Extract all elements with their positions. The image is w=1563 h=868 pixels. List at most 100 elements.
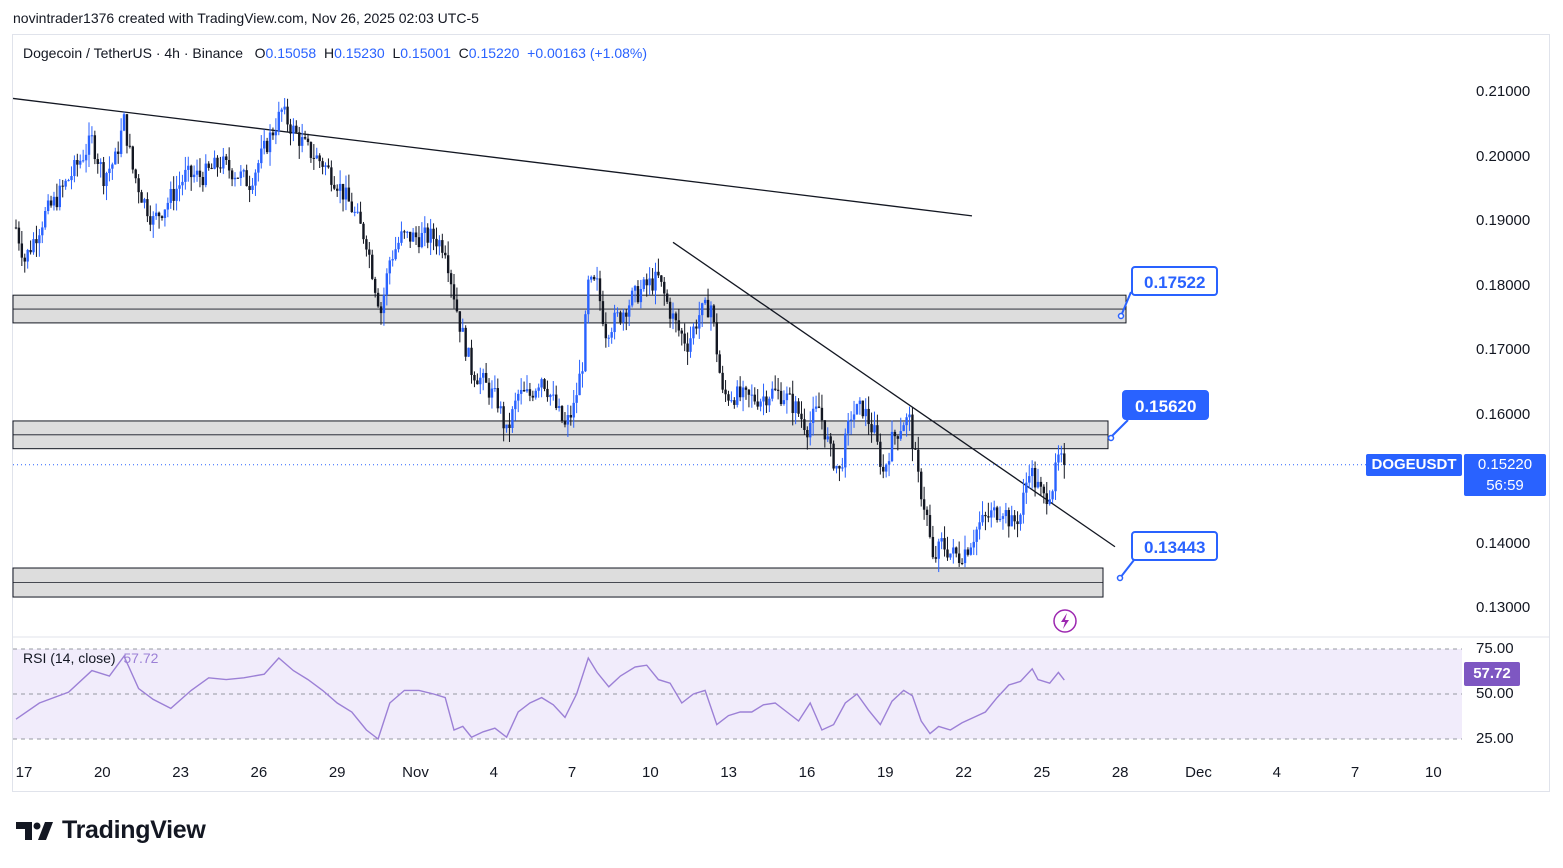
candle-body bbox=[225, 156, 228, 161]
candle-body bbox=[750, 394, 754, 396]
candle-body bbox=[201, 177, 205, 186]
close-label: C bbox=[458, 45, 469, 61]
candle-body bbox=[487, 382, 491, 398]
time-tick-label: 4 bbox=[1272, 764, 1281, 781]
price-tick-label: 0.21000 bbox=[1476, 83, 1531, 100]
high-label: H bbox=[323, 45, 335, 61]
candle-body bbox=[14, 227, 18, 229]
candle-body bbox=[49, 200, 53, 206]
candle-body bbox=[479, 377, 482, 385]
candle-body bbox=[703, 299, 707, 304]
candle-body bbox=[584, 314, 587, 372]
bar-countdown: 56:59 bbox=[1486, 477, 1524, 494]
candle-body bbox=[38, 235, 41, 244]
candle-body bbox=[876, 425, 879, 442]
rsi-tick-label: 25.00 bbox=[1476, 730, 1514, 747]
candle-body bbox=[633, 286, 637, 291]
candle-body bbox=[61, 185, 64, 187]
callout-lower[interactable]: 0.13443 bbox=[1131, 531, 1219, 561]
rsi-label[interactable]: RSI (14, close) bbox=[23, 650, 116, 666]
candle-body bbox=[169, 188, 172, 203]
candle-body bbox=[774, 388, 777, 390]
candle-body bbox=[286, 106, 289, 125]
candle-body bbox=[1039, 481, 1043, 487]
time-tick-label: 23 bbox=[172, 764, 189, 781]
candle-body bbox=[67, 180, 70, 182]
candle-body bbox=[741, 387, 745, 398]
candle-body bbox=[1054, 462, 1057, 492]
candle-body bbox=[1036, 481, 1040, 488]
candle-body bbox=[911, 414, 914, 449]
candle-body bbox=[298, 132, 301, 146]
candle-body bbox=[143, 199, 146, 203]
candle-body bbox=[1007, 510, 1010, 527]
candle-body bbox=[432, 228, 435, 239]
candle-body bbox=[449, 273, 453, 285]
candle-body bbox=[803, 419, 806, 430]
candle-body bbox=[496, 388, 499, 409]
candle-body bbox=[330, 167, 333, 185]
time-tick-label: Nov bbox=[402, 764, 429, 781]
candle-body bbox=[581, 371, 584, 374]
candle-body bbox=[347, 187, 351, 202]
candle-body bbox=[882, 466, 885, 472]
candle-body bbox=[58, 185, 61, 208]
candle-body bbox=[382, 294, 386, 314]
candle-body bbox=[146, 199, 149, 217]
candle-body bbox=[590, 276, 593, 280]
candle-body bbox=[995, 507, 999, 520]
candle-body bbox=[368, 249, 371, 255]
candle-body bbox=[698, 315, 701, 329]
candle-body bbox=[1010, 515, 1013, 527]
candle-body bbox=[955, 547, 958, 554]
callout-middle[interactable]: 0.15620 bbox=[1122, 390, 1210, 420]
candle-body bbox=[557, 406, 561, 409]
candle-body bbox=[236, 177, 240, 179]
candle-body bbox=[289, 124, 292, 134]
tradingview-logo-icon bbox=[16, 821, 53, 840]
candle-body bbox=[114, 151, 117, 165]
tradingview-logo[interactable]: TradingView bbox=[16, 816, 206, 845]
candle-body bbox=[403, 231, 406, 233]
candle-body bbox=[727, 394, 730, 401]
candle-body bbox=[1016, 521, 1019, 525]
candle-body bbox=[607, 337, 610, 339]
price-tick-label: 0.13000 bbox=[1476, 599, 1531, 616]
candle-body bbox=[134, 169, 137, 179]
trendlines[interactable] bbox=[12, 97, 1462, 548]
candle-body bbox=[452, 284, 456, 300]
candle-body bbox=[233, 177, 237, 180]
candle-body bbox=[931, 536, 935, 558]
candle-body bbox=[400, 231, 403, 243]
candle-body bbox=[128, 145, 132, 147]
candle-body bbox=[914, 448, 917, 450]
candle-body bbox=[274, 131, 278, 136]
price-tick-label: 0.18000 bbox=[1476, 276, 1531, 294]
time-tick-label: 25 bbox=[1033, 764, 1051, 781]
candle-body bbox=[260, 148, 263, 164]
candle-body bbox=[417, 237, 421, 248]
candle-body bbox=[26, 250, 29, 262]
candle-body bbox=[630, 290, 634, 306]
candle-body bbox=[411, 232, 415, 242]
rsi-legend-value: 57.72 bbox=[123, 650, 159, 666]
time-tick-label: 16 bbox=[798, 764, 816, 781]
symbol-title[interactable]: Dogecoin / TetherUS · 4h · Binance bbox=[23, 45, 243, 61]
candle-body bbox=[324, 165, 327, 167]
candle-body bbox=[157, 212, 161, 217]
candle-body bbox=[482, 372, 485, 378]
candle-body bbox=[195, 170, 199, 175]
support-resistance-zones[interactable] bbox=[12, 294, 1127, 598]
candle-body bbox=[925, 509, 929, 516]
candle-body bbox=[519, 389, 523, 394]
candle-body bbox=[1013, 515, 1016, 522]
candle-body bbox=[493, 388, 497, 390]
candle-body bbox=[598, 278, 602, 302]
candle-body bbox=[35, 239, 38, 244]
candle-body bbox=[622, 312, 625, 323]
callout-upper[interactable]: 0.17522 bbox=[1131, 266, 1219, 296]
candle-body bbox=[738, 386, 742, 398]
candle-body bbox=[20, 243, 24, 258]
low-value: 0.15001 bbox=[400, 45, 451, 61]
